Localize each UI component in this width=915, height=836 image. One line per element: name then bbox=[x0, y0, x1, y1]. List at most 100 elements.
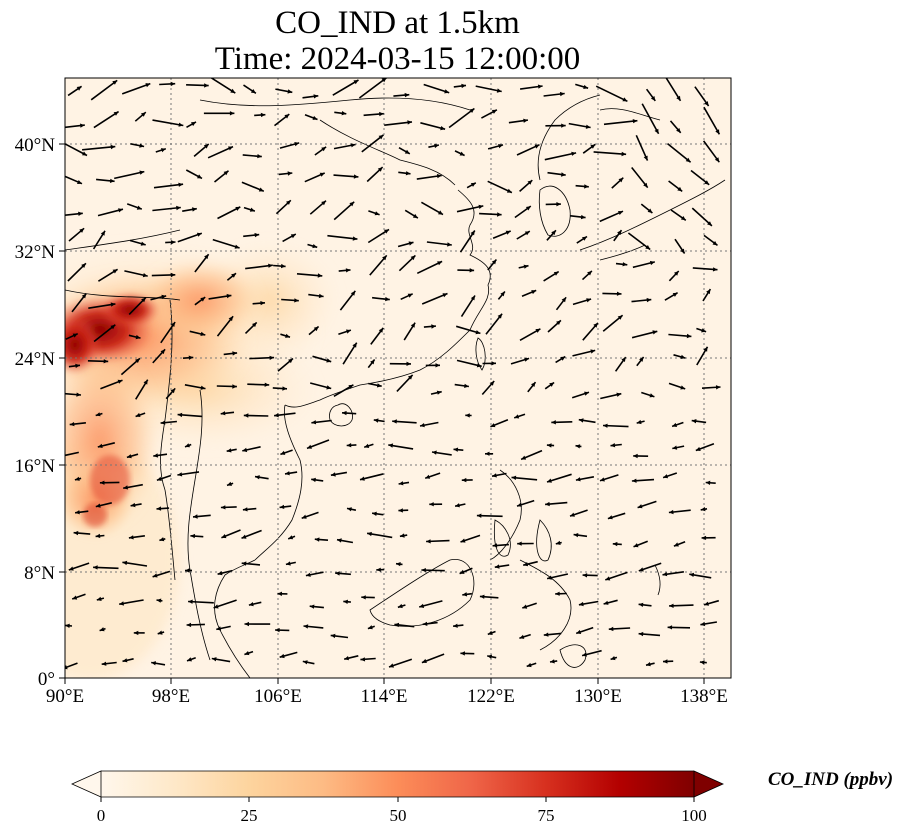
wind-arrow-head bbox=[97, 443, 103, 448]
wind-arrow-head bbox=[141, 297, 146, 303]
wind-arrow-head bbox=[506, 188, 512, 193]
wind-arrow-head bbox=[420, 423, 425, 428]
wind-arrow-head bbox=[715, 129, 720, 135]
wind-arrow-head bbox=[704, 180, 710, 185]
wind-arrow-head bbox=[561, 172, 566, 177]
wind-arrow-head bbox=[584, 391, 589, 396]
wind-arrow-head bbox=[464, 383, 469, 388]
wind-arrow-head bbox=[470, 230, 475, 236]
wind-arrow-head bbox=[576, 629, 582, 634]
wind-arrow-head bbox=[407, 120, 412, 125]
wind-arrow-head bbox=[519, 634, 525, 639]
wind-arrow-head bbox=[193, 514, 198, 519]
wind-arrow-head bbox=[318, 293, 324, 299]
wind-arrow-head bbox=[583, 84, 589, 89]
wind-arrow-head bbox=[704, 601, 709, 606]
wind-arrow-head bbox=[103, 359, 109, 364]
wind-arrow-head bbox=[160, 420, 166, 425]
wind-arrow-head bbox=[406, 361, 411, 366]
wind-arrow-head bbox=[76, 86, 82, 91]
wind-arrow-head bbox=[126, 454, 132, 459]
wind-arrow-head bbox=[228, 316, 234, 322]
wind-arrow-shaft bbox=[327, 234, 358, 240]
wind-arrow-head bbox=[511, 475, 517, 480]
wind-arrow-head bbox=[700, 507, 706, 512]
wind-arrow-head bbox=[714, 157, 720, 163]
wind-arrow-head bbox=[465, 413, 470, 418]
wind-arrow-head bbox=[122, 560, 128, 566]
wind-arrow-head bbox=[489, 381, 495, 386]
wind-arrow-head bbox=[109, 178, 115, 183]
wind-arrow-head bbox=[330, 633, 336, 639]
wind-arrow-head bbox=[213, 604, 219, 609]
wind-arrow-head bbox=[153, 453, 159, 458]
wind-arrow-head bbox=[99, 480, 105, 485]
wind-arrow-head bbox=[321, 146, 327, 152]
wind-arrow-head bbox=[560, 356, 566, 361]
wind-arrow-head bbox=[244, 651, 250, 656]
wind-arrow-shaft bbox=[641, 103, 660, 135]
wind-arrow-head bbox=[260, 112, 266, 118]
wind-arrow-head bbox=[498, 144, 503, 149]
wind-arrow-head bbox=[156, 598, 162, 603]
wind-arrow-head bbox=[646, 662, 651, 667]
wind-arrow-head bbox=[585, 124, 591, 129]
wind-arrow-head bbox=[170, 322, 176, 327]
wind-arrow-head bbox=[643, 182, 648, 188]
wind-arrow-head bbox=[429, 502, 434, 507]
wind-arrow-shaft bbox=[114, 170, 145, 180]
wind-arrow-head bbox=[453, 623, 458, 628]
wind-arrow-head bbox=[229, 111, 235, 116]
wind-arrow-head bbox=[197, 174, 202, 179]
wind-arrow-head bbox=[453, 447, 459, 452]
wind-arrow-shaft bbox=[121, 82, 151, 95]
wind-arrow-head bbox=[252, 322, 257, 328]
wind-arrow-head bbox=[337, 538, 342, 543]
colorbar-tick-label: 75 bbox=[538, 806, 555, 825]
wind-arrow-head bbox=[203, 144, 209, 149]
wind-arrow-head bbox=[407, 374, 413, 380]
wind-arrow-head bbox=[161, 294, 167, 300]
wind-arrow-shaft bbox=[384, 121, 413, 126]
wind-arrow-head bbox=[335, 571, 340, 576]
wind-arrow-head bbox=[243, 413, 249, 418]
wind-arrow-head bbox=[575, 444, 581, 449]
wind-arrow-head bbox=[505, 230, 511, 235]
wind-arrow-head bbox=[258, 187, 264, 192]
wind-arrow-head bbox=[77, 180, 82, 184]
wind-arrow-head bbox=[408, 241, 414, 246]
wind-arrow-head bbox=[638, 631, 644, 637]
wind-arrow-head bbox=[556, 320, 561, 325]
wind-arrow-head bbox=[170, 240, 176, 245]
wind-arrow-shaft bbox=[93, 110, 120, 129]
wind-arrow-shaft bbox=[665, 78, 682, 102]
wind-arrow-head bbox=[535, 328, 541, 333]
wind-arrow-head bbox=[360, 657, 366, 662]
wind-arrow-head bbox=[436, 174, 442, 179]
wind-arrow-head bbox=[317, 273, 323, 278]
wind-arrow-head bbox=[578, 418, 584, 423]
wind-arrow-head bbox=[491, 259, 497, 265]
wind-arrow-head bbox=[496, 88, 502, 93]
wind-arrow-head bbox=[326, 358, 332, 363]
wind-arrow-head bbox=[76, 392, 81, 397]
wind-arrow-head bbox=[192, 207, 197, 212]
wind-arrow-head bbox=[704, 101, 709, 106]
wind-arrow-head bbox=[255, 475, 260, 480]
wind-arrow-head bbox=[257, 154, 262, 159]
wind-arrow-head bbox=[305, 572, 311, 577]
wind-arrow-head bbox=[360, 476, 365, 481]
wind-arrow-head bbox=[250, 89, 256, 94]
wind-arrow-head bbox=[280, 450, 286, 455]
lon-tick-label: 106°E bbox=[254, 686, 302, 707]
wind-arrow-head bbox=[672, 422, 678, 427]
wind-arrow-head bbox=[326, 385, 332, 390]
wind-arrow-head bbox=[610, 656, 616, 661]
wind-arrow-head bbox=[547, 575, 552, 580]
wind-arrow-head bbox=[343, 599, 348, 604]
wind-arrow-head bbox=[586, 298, 592, 303]
wind-arrow-head bbox=[582, 573, 588, 578]
colorbar-tick-label: 0 bbox=[97, 806, 106, 825]
wind-arrow-head bbox=[78, 211, 83, 216]
wind-arrow-head bbox=[118, 208, 123, 213]
